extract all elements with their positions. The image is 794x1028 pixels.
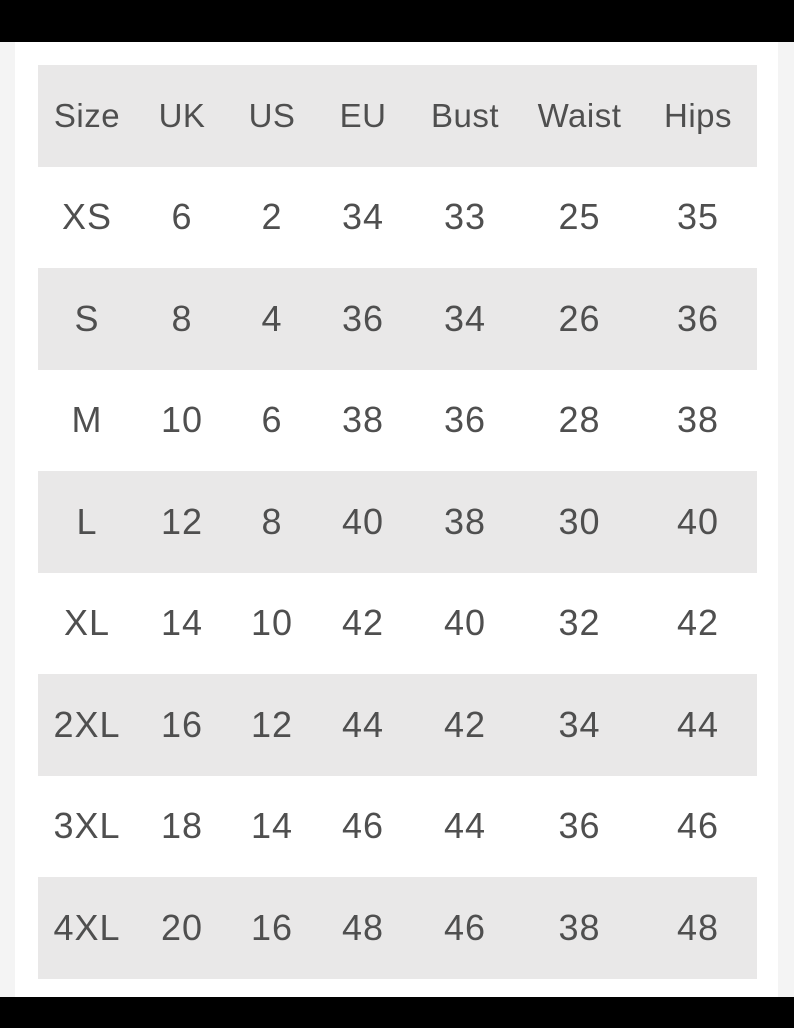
table-row-m: M 10 6 38 36 28 38 [38,370,757,472]
table-row-xs: XS 6 2 34 33 25 35 [38,167,757,269]
top-letterbox-bar [0,0,794,42]
column-header-bust: Bust [410,65,520,167]
cell-bust: 34 [410,268,520,370]
cell-hips: 35 [676,196,720,238]
cell-eu: 42 [341,602,385,644]
column-header-waist: Waist [520,65,639,167]
cell-eu: 34 [341,196,385,238]
cell-uk: 16 [136,674,228,776]
cell-waist: 32 [558,602,601,644]
size-chart-table: Size UK US EU Bust Waist Hips XS 6 2 34 … [38,65,757,979]
size-label: 3XL [53,805,121,847]
size-label: XL [63,602,111,644]
table-row-l: L 12 8 40 38 30 40 [38,471,757,573]
cell-hips: 42 [676,602,720,644]
cell-waist: 38 [520,877,639,979]
cell-eu: 36 [316,268,410,370]
column-header-uk: UK [136,65,228,167]
cell-waist: 36 [558,805,601,847]
cell-waist: 28 [558,399,601,441]
size-label: M [71,399,103,441]
cell-uk: 6 [171,196,193,238]
cell-hips: 48 [639,877,757,979]
cell-eu: 46 [341,805,385,847]
table-row-s: S 8 4 36 34 26 36 [38,268,757,370]
cell-eu: 40 [316,471,410,573]
cell-bust: 38 [410,471,520,573]
cell-uk: 12 [136,471,228,573]
cell-bust: 46 [410,877,520,979]
cell-waist: 30 [520,471,639,573]
cell-hips: 36 [639,268,757,370]
table-row-3xl: 3XL 18 14 46 44 36 46 [38,776,757,878]
cell-eu: 38 [341,399,385,441]
cell-eu: 48 [316,877,410,979]
cell-bust: 44 [443,805,487,847]
cell-eu: 44 [316,674,410,776]
column-header-eu: EU [316,65,410,167]
cell-us: 8 [228,471,316,573]
table-header-row: Size UK US EU Bust Waist Hips [38,65,757,167]
cell-us: 2 [261,196,283,238]
size-label: 4XL [38,877,136,979]
table-row-2xl: 2XL 16 12 44 42 34 44 [38,674,757,776]
cell-bust: 33 [443,196,487,238]
cell-bust: 40 [443,602,487,644]
table-row-4xl: 4XL 20 16 48 46 38 48 [38,877,757,979]
cell-us: 4 [228,268,316,370]
cell-us: 10 [250,602,294,644]
left-page-edge [0,42,15,997]
cell-waist: 26 [520,268,639,370]
cell-us: 14 [250,805,294,847]
cell-uk: 18 [160,805,204,847]
size-label: 2XL [38,674,136,776]
cell-hips: 46 [676,805,720,847]
cell-waist: 34 [520,674,639,776]
cell-hips: 40 [639,471,757,573]
cell-uk: 10 [160,399,204,441]
cell-uk: 20 [136,877,228,979]
size-label: S [38,268,136,370]
cell-us: 12 [228,674,316,776]
size-label: L [38,471,136,573]
bottom-letterbox-bar [0,997,794,1028]
cell-hips: 44 [639,674,757,776]
right-page-edge [778,42,794,997]
column-header-us: US [228,65,316,167]
cell-bust: 42 [410,674,520,776]
cell-uk: 8 [136,268,228,370]
cell-uk: 14 [160,602,204,644]
cell-us: 6 [261,399,283,441]
cell-waist: 25 [558,196,601,238]
table-row-xl: XL 14 10 42 40 32 42 [38,573,757,675]
column-header-size: Size [38,65,136,167]
size-chart-page: Size UK US EU Bust Waist Hips XS 6 2 34 … [0,42,794,997]
size-label: XS [61,196,113,238]
cell-us: 16 [228,877,316,979]
cell-hips: 38 [676,399,720,441]
column-header-hips: Hips [639,65,757,167]
cell-bust: 36 [443,399,487,441]
